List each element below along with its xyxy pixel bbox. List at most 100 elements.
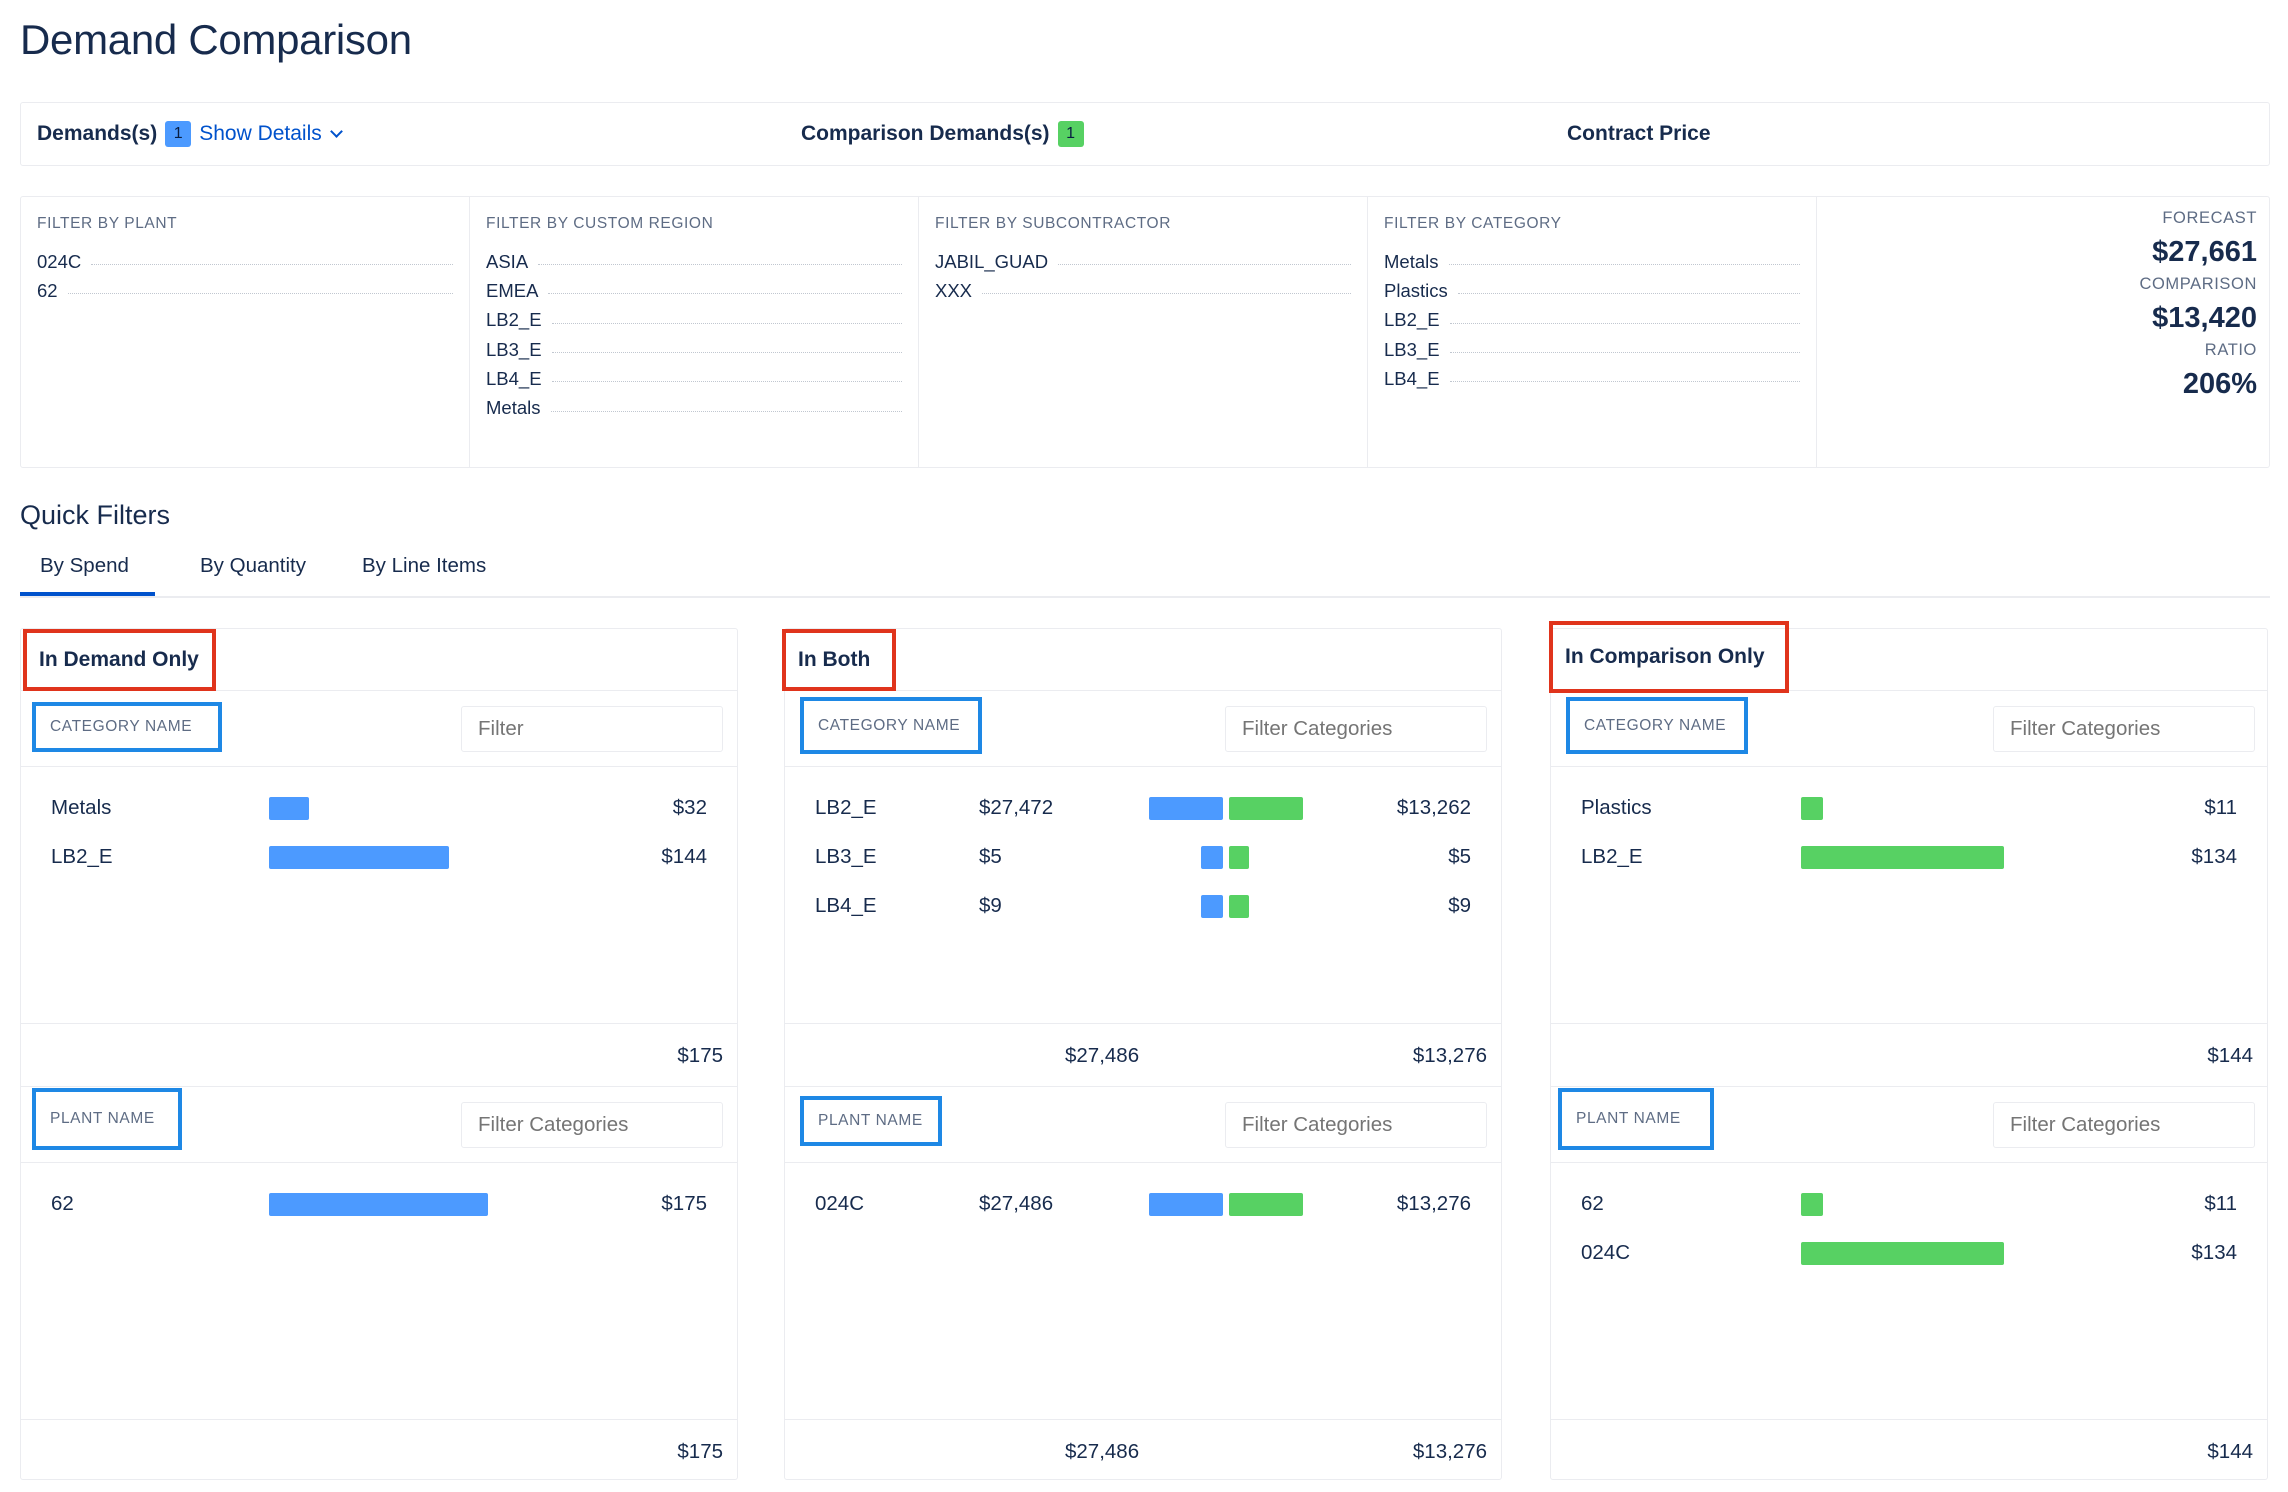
filter-title: FILTER BY CATEGORY — [1384, 215, 1562, 232]
table-row[interactable]: LB4_E $9 $9 — [785, 889, 1501, 923]
demand-value: $9 — [979, 894, 1002, 917]
filter-option[interactable]: LB4_E — [486, 364, 902, 393]
table-row[interactable]: LB2_E $134 — [1551, 840, 2267, 874]
contract-price-label: Contract Price — [1567, 122, 1711, 145]
filter-by-custom-region: FILTER BY CUSTOM REGION ASIA EMEA LB2_E … — [470, 197, 919, 467]
show-details-link[interactable]: Show Details — [199, 122, 343, 146]
chevron-down-icon — [329, 124, 343, 138]
plant-total-row: $144 — [1551, 1419, 2267, 1479]
tab-by-quantity[interactable]: By Quantity — [200, 554, 306, 577]
category-total-row: $144 — [1551, 1023, 2267, 1087]
filter-option[interactable]: LB4_E — [1384, 364, 1800, 393]
plant-total-comparison: $13,276 — [1412, 1440, 1487, 1463]
quick-filter-tabs: By Spend By Quantity By Line Items — [20, 546, 2270, 598]
category-filter-input[interactable] — [461, 706, 723, 752]
plant-header: PLANT NAME — [785, 1087, 1501, 1163]
filter-option[interactable]: 024C — [37, 247, 453, 276]
filters-panel: FILTER BY PLANT 024C 62 FILTER BY CUSTOM… — [20, 196, 2270, 468]
card-title: In Comparison Only — [1549, 621, 1789, 693]
card-in-comparison-only: In Comparison Only CATEGORY NAME Plastic… — [1549, 621, 2268, 1480]
filter-option[interactable]: LB3_E — [1384, 335, 1800, 364]
table-row[interactable]: 62 $175 — [21, 1187, 737, 1221]
category-name: Metals — [51, 796, 112, 819]
filter-option[interactable]: 62 — [37, 276, 453, 305]
category-name: LB4_E — [815, 894, 877, 917]
table-row[interactable]: 62 $11 — [1551, 1187, 2267, 1221]
plant-name: 62 — [51, 1192, 74, 1215]
card-in-demand-only: In Demand Only CATEGORY NAME Metals $32 … — [20, 628, 738, 1480]
demands-summary: Demands(s) 1 Show Details — [37, 103, 343, 165]
table-row[interactable]: Plastics $11 — [1551, 791, 2267, 825]
category-name-column-label[interactable]: CATEGORY NAME — [32, 702, 222, 752]
category-filter-input[interactable] — [1993, 706, 2255, 752]
plant-name-column-label[interactable]: PLANT NAME — [32, 1088, 182, 1150]
category-total-comparison: $13,276 — [1412, 1044, 1487, 1067]
filter-title: FILTER BY SUBCONTRACTOR — [935, 215, 1171, 232]
category-total: $175 — [677, 1044, 723, 1067]
filter-option[interactable]: LB2_E — [1384, 306, 1800, 335]
plant-total: $144 — [2207, 1440, 2253, 1463]
comparison-value: $13,262 — [1396, 796, 1471, 819]
filter-title: FILTER BY PLANT — [37, 215, 178, 232]
category-name-column-label[interactable]: CATEGORY NAME — [800, 697, 982, 754]
tab-by-spend[interactable]: By Spend — [20, 554, 155, 596]
table-row[interactable]: LB3_E $5 $5 — [785, 840, 1501, 874]
category-filter-input[interactable] — [1225, 706, 1487, 752]
spend-value: $32 — [672, 796, 707, 819]
plant-name-column-label[interactable]: PLANT NAME — [1558, 1088, 1714, 1150]
filter-option[interactable]: Metals — [486, 393, 902, 422]
filter-by-category: FILTER BY CATEGORY Metals Plastics LB2_E… — [1368, 197, 1817, 467]
filter-option[interactable]: XXX — [935, 276, 1351, 305]
comparison-bar — [1229, 797, 1303, 820]
category-name: LB2_E — [51, 845, 113, 868]
table-row[interactable]: LB2_E $27,472 $13,262 — [785, 791, 1501, 825]
plant-name: 62 — [1581, 1192, 1604, 1215]
filter-option[interactable]: LB3_E — [486, 335, 902, 364]
plant-total-row: $27,486 $13,276 — [785, 1419, 1501, 1479]
plant-filter-input[interactable] — [1993, 1102, 2255, 1148]
filter-option[interactable]: ASIA — [486, 247, 902, 276]
table-row[interactable]: Metals $32 — [21, 791, 737, 825]
demand-bar — [1149, 1193, 1223, 1216]
category-name: LB3_E — [815, 845, 877, 868]
comparison-bar — [1801, 1242, 2004, 1265]
demand-bar — [1201, 846, 1223, 869]
comparison-summary: Comparison Demands(s) 1 — [801, 103, 1084, 165]
tab-by-line-items[interactable]: By Line Items — [362, 554, 487, 577]
plant-filter-input[interactable] — [461, 1102, 723, 1148]
category-header: CATEGORY NAME — [785, 691, 1501, 767]
spend-value: $134 — [2191, 1241, 2237, 1264]
comparison-value: $13,420 — [2152, 302, 2257, 334]
spend-value: $144 — [661, 845, 707, 868]
category-name: LB2_E — [1581, 845, 1643, 868]
card-in-both: In Both CATEGORY NAME LB2_E $27,472 $13,… — [782, 628, 1502, 1480]
filter-option[interactable]: Plastics — [1384, 276, 1800, 305]
filter-option[interactable]: EMEA — [486, 276, 902, 305]
demand-value: $5 — [979, 845, 1002, 868]
demand-value: $27,486 — [979, 1192, 1054, 1215]
filter-option[interactable]: JABIL_GUAD — [935, 247, 1351, 276]
filter-option[interactable]: LB2_E — [486, 306, 902, 335]
table-row[interactable]: 024C $134 — [1551, 1236, 2267, 1270]
plant-name-column-label[interactable]: PLANT NAME — [800, 1096, 942, 1146]
filter-by-plant: FILTER BY PLANT 024C 62 — [21, 197, 470, 467]
spend-value: $134 — [2191, 845, 2237, 868]
comparison-value: $5 — [1448, 845, 1471, 868]
category-total-row: $27,486 $13,276 — [785, 1023, 1501, 1087]
table-row[interactable]: LB2_E $144 — [21, 840, 737, 874]
comparison-count-badge: 1 — [1057, 121, 1084, 147]
card-header: In Comparison Only — [1549, 621, 2267, 693]
category-name-column-label[interactable]: CATEGORY NAME — [1566, 697, 1748, 754]
table-row[interactable]: 024C $27,486 $13,276 — [785, 1187, 1501, 1221]
plant-filter-input[interactable] — [1225, 1102, 1487, 1148]
plant-total: $175 — [677, 1440, 723, 1463]
plant-name: 024C — [1581, 1241, 1631, 1264]
plant-total-demand: $27,486 — [1065, 1440, 1140, 1463]
demands-count-badge: 1 — [165, 121, 192, 147]
comparison-label: Comparison Demands(s) — [801, 122, 1050, 145]
filter-option[interactable]: Metals — [1384, 247, 1800, 276]
comparison-bar — [1229, 846, 1249, 869]
filter-by-subcontractor: FILTER BY SUBCONTRACTOR JABIL_GUAD XXX — [919, 197, 1368, 467]
card-title: In Both — [782, 629, 896, 691]
category-header: CATEGORY NAME — [21, 691, 737, 767]
